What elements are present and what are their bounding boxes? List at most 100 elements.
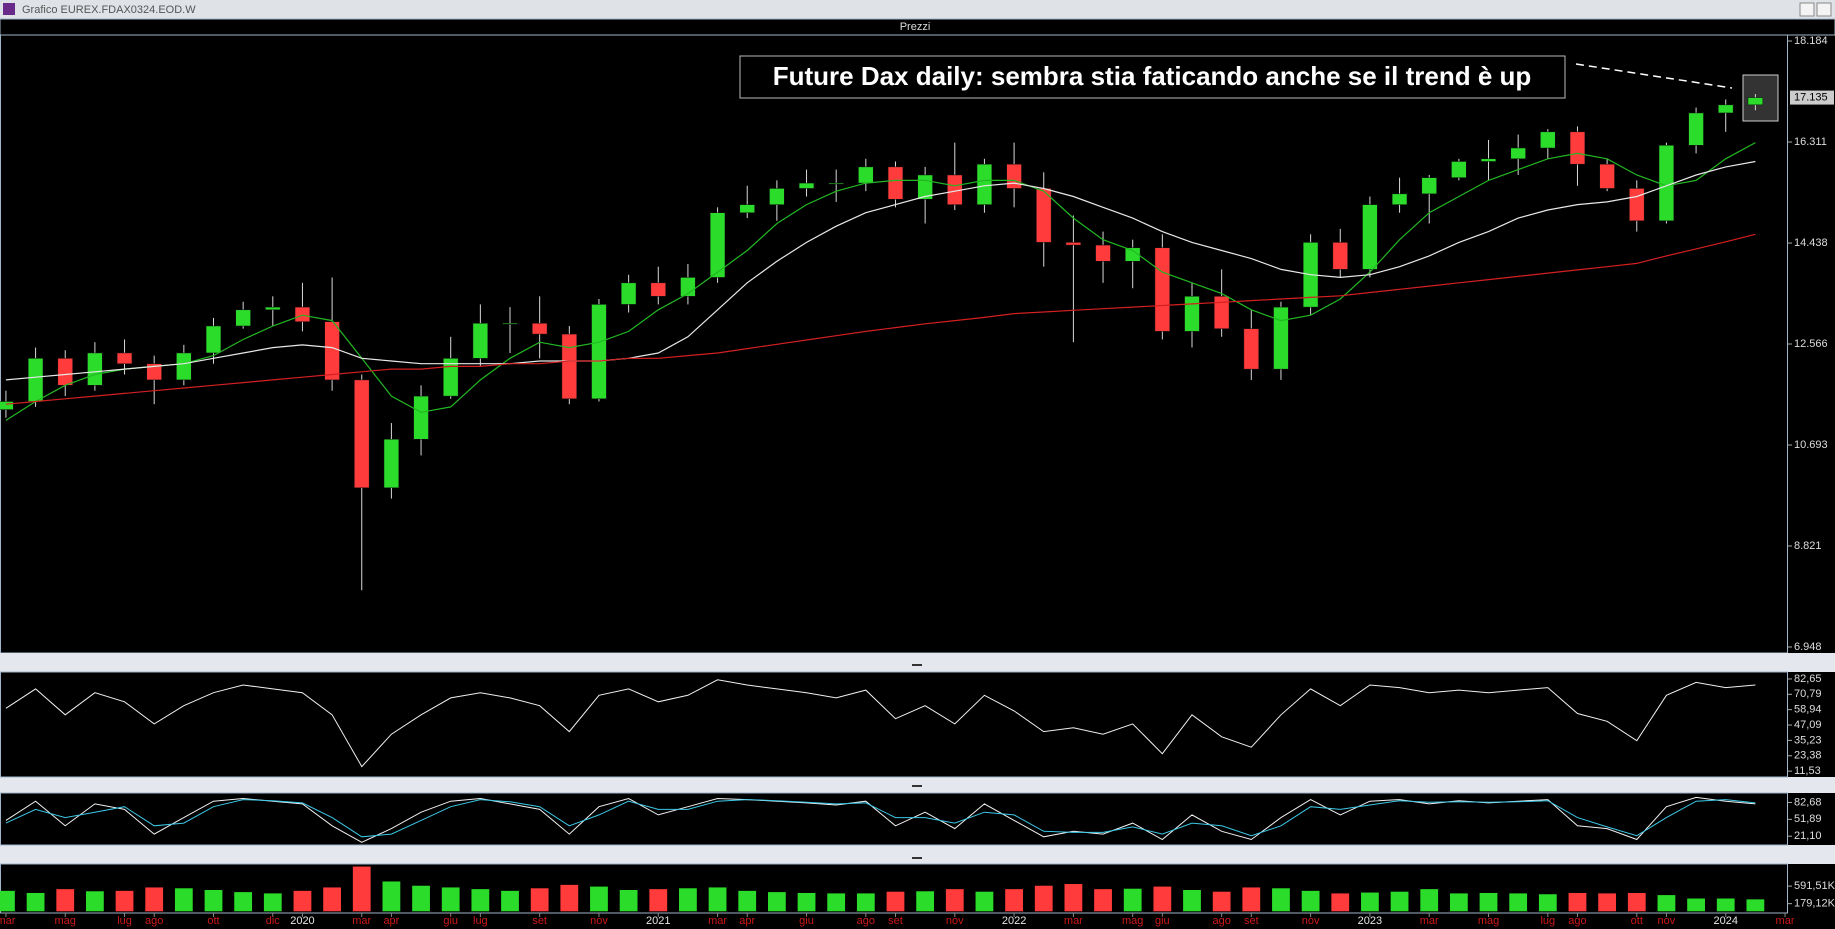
candle-body [591, 304, 607, 400]
separator [0, 845, 1835, 864]
oscillator-line [5, 679, 1756, 768]
volume-bar [1034, 885, 1053, 912]
candle-body [709, 212, 726, 278]
volume-bar [1420, 889, 1439, 912]
volume-bar [856, 893, 875, 912]
x-tick-label: dic [266, 915, 281, 927]
candle-body [828, 182, 844, 185]
candle-body [1065, 242, 1082, 246]
panel-title: Prezzi [900, 21, 931, 33]
y-tick-label: 82,68 [1794, 796, 1822, 808]
volume-bar [1390, 891, 1409, 912]
candle-body [1273, 306, 1289, 370]
candle-body [650, 282, 666, 297]
volume-bar [1657, 895, 1676, 912]
volume-bar [679, 888, 697, 912]
volume-bar [1479, 892, 1498, 912]
volume-bar [501, 890, 519, 912]
x-tick-label: ago [1568, 915, 1586, 927]
candle-body [1362, 204, 1378, 270]
volume-bar [708, 887, 727, 912]
candle-body [1095, 244, 1111, 262]
volume-bar [767, 892, 786, 912]
volume-bar [1123, 888, 1142, 912]
candle-body [1451, 161, 1467, 178]
volume-bar [945, 889, 964, 912]
volume-bar [1716, 898, 1735, 912]
candle-body [1480, 158, 1497, 162]
volume-bar [1568, 892, 1587, 912]
trend-line [1575, 63, 1733, 89]
handle[interactable] [912, 785, 922, 787]
volume-bar [323, 887, 341, 912]
close-button[interactable] [1816, 2, 1832, 17]
candle-body [1154, 247, 1171, 332]
minimize-button[interactable] [1799, 2, 1815, 17]
volume-bar [1153, 886, 1172, 912]
candle-body [1718, 104, 1734, 114]
volume-bar [1064, 884, 1083, 912]
x-tick-label: ago [1212, 915, 1230, 927]
handle[interactable] [912, 857, 922, 859]
volume-bar [1272, 888, 1290, 912]
volume-bar [827, 893, 846, 912]
volume-bar [560, 884, 579, 912]
x-tick-label: nov [1658, 915, 1676, 927]
volume-bar [1687, 898, 1705, 912]
x-tick-label: 2024 [1713, 915, 1737, 927]
x-tick-label: mag [1122, 915, 1143, 927]
separator [0, 653, 1835, 672]
volume-bar [1598, 893, 1617, 912]
candle-body [265, 306, 281, 311]
x-tick-label: mag [55, 915, 76, 927]
volume-bar [530, 888, 549, 912]
volume-bar [56, 889, 75, 912]
x-tick-label: ago [857, 915, 875, 927]
candle-body [1332, 242, 1348, 270]
candle-body [176, 352, 192, 381]
volume-bar [1538, 894, 1557, 912]
y-tick-label: 58,94 [1794, 704, 1822, 716]
volume-bar [886, 891, 905, 912]
candle-body [87, 352, 103, 386]
candle-body [739, 204, 755, 213]
candle-body [1540, 131, 1556, 149]
volume-bar [1301, 890, 1320, 912]
volume-bar [293, 890, 312, 912]
candle-body [798, 182, 815, 189]
annotation: Future Dax daily: sembra stia faticando … [773, 61, 1532, 91]
x-tick-label: giu [799, 915, 814, 927]
y-tick-label: 35,23 [1794, 734, 1822, 746]
x-tick-label: mar [1420, 915, 1439, 927]
x-tick-label: mar [1064, 915, 1083, 927]
x-tick-label: nov [946, 915, 964, 927]
x-tick-label: lug [117, 915, 132, 927]
x-tick-label: 2022 [1002, 915, 1026, 927]
stochastic-panel [0, 792, 1788, 846]
x-tick-label: giu [1155, 915, 1170, 927]
y-tick-label: 21,10 [1794, 830, 1822, 842]
x-tick-label: nov [590, 915, 608, 927]
candle-body [1747, 97, 1764, 106]
volume-bar [412, 885, 430, 912]
candle-body [294, 306, 311, 322]
x-tick-label: mar [0, 915, 16, 927]
candle-body [472, 323, 489, 359]
separator-handles [912, 664, 922, 859]
candle-body [1688, 112, 1704, 146]
volume-bar [975, 891, 994, 912]
y-tick-label: 11,53 [1794, 765, 1821, 777]
handle[interactable] [912, 664, 922, 666]
volume-bar [1627, 892, 1646, 912]
candle-body [1391, 193, 1408, 205]
volume-bar [649, 889, 668, 912]
candle-body [858, 166, 874, 184]
candle-body [324, 321, 340, 381]
marks: 18.184 16.311 14.438 12.566 10.693 8.821 6.948… [0, 35, 1835, 927]
volume-bar [0, 890, 15, 912]
x-tick-label: ago [145, 915, 163, 927]
candle-body [1213, 296, 1230, 329]
volume-bar [916, 891, 935, 912]
